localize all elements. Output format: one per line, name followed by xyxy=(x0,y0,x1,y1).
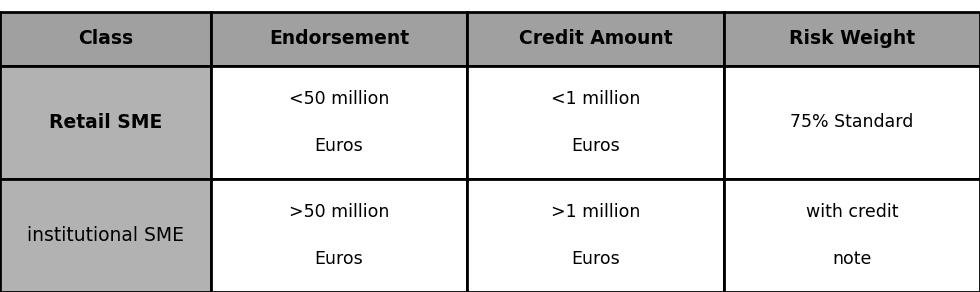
Text: >1 million

Euros: >1 million Euros xyxy=(551,203,641,268)
Bar xyxy=(211,179,467,292)
Bar xyxy=(467,66,724,179)
Text: <50 million

Euros: <50 million Euros xyxy=(289,90,389,155)
Bar xyxy=(467,179,724,292)
Bar xyxy=(724,66,980,179)
Text: institutional SME: institutional SME xyxy=(26,226,184,245)
Bar xyxy=(724,12,980,66)
Text: Class: Class xyxy=(77,29,133,48)
Bar xyxy=(724,179,980,292)
Bar xyxy=(0,179,211,292)
Text: Risk Weight: Risk Weight xyxy=(789,29,915,48)
Bar xyxy=(0,12,211,66)
Text: Retail SME: Retail SME xyxy=(49,113,162,132)
Bar xyxy=(467,12,724,66)
Bar xyxy=(211,66,467,179)
Text: Credit Amount: Credit Amount xyxy=(519,29,672,48)
Bar xyxy=(0,66,211,179)
Text: with credit

note: with credit note xyxy=(806,203,899,268)
Text: <1 million

Euros: <1 million Euros xyxy=(551,90,641,155)
Bar xyxy=(211,12,467,66)
Text: 75% Standard: 75% Standard xyxy=(791,113,913,131)
Text: Endorsement: Endorsement xyxy=(270,29,409,48)
Text: >50 million

Euros: >50 million Euros xyxy=(289,203,389,268)
